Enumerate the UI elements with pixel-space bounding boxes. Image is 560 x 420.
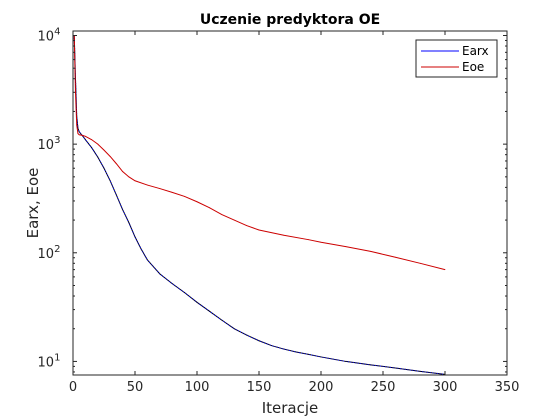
series-point-earx — [159, 273, 161, 275]
series-point-eoe — [77, 133, 79, 135]
series-point-eoe — [134, 180, 136, 182]
series-point-earx — [196, 301, 198, 303]
series-point-eoe — [345, 246, 347, 248]
series-point-eoe — [76, 124, 78, 126]
y-tick-label: 104 — [38, 26, 61, 44]
x-axis-label: Iteracje — [262, 399, 319, 417]
series-point-eoe — [258, 229, 260, 231]
series-point-eoe — [159, 188, 161, 189]
legend: Earx Eoe — [415, 39, 498, 78]
series-point-eoe — [109, 156, 111, 157]
series-point-eoe — [103, 149, 105, 151]
legend-box — [415, 39, 498, 78]
series-point-earx — [140, 248, 142, 250]
chart-title: Uczenie predyktora OE — [200, 12, 380, 28]
series-point-eoe — [75, 91, 76, 93]
legend-label-eoe: Eoe — [462, 60, 484, 74]
series-point-eoe — [419, 262, 421, 264]
series-point-eoe — [283, 234, 285, 236]
series-point-earx — [85, 139, 86, 141]
series-point-earx — [221, 319, 223, 321]
series-point-eoe — [221, 214, 223, 215]
series-point-earx — [97, 156, 99, 158]
series-point-earx — [147, 259, 148, 261]
series-point-eoe — [82, 135, 84, 136]
series-point-eoe — [128, 176, 130, 178]
series-point-eoe — [91, 139, 92, 141]
series-point-earx — [103, 167, 105, 169]
series-point-earx — [283, 348, 285, 350]
series-point-earx — [320, 356, 322, 358]
series-point-earx — [419, 370, 421, 372]
series-point-earx — [116, 194, 117, 196]
series-point-eoe — [78, 134, 80, 136]
series-point-earx — [233, 328, 235, 330]
x-tick-label: 100 — [185, 380, 210, 395]
series-point-eoe — [196, 201, 198, 203]
plot-area — [73, 31, 507, 375]
series-point-earx — [171, 283, 173, 285]
series-point-earx — [258, 340, 260, 342]
x-tick-label: 0 — [69, 380, 77, 395]
series-point-eoe — [147, 184, 148, 186]
series-point-earx — [295, 351, 297, 353]
series-point-eoe — [209, 207, 210, 209]
series-overlay-earx — [73, 35, 446, 375]
series-point-eoe — [184, 196, 186, 197]
series-point-eoe — [320, 241, 322, 243]
series-point-eoe — [122, 171, 123, 172]
series-point-earx — [134, 236, 136, 238]
series-point-earx — [91, 147, 92, 148]
series-point-earx — [184, 292, 186, 293]
series-point-earx — [246, 334, 248, 336]
x-tick-label: 50 — [127, 380, 144, 395]
series-point-earx — [209, 310, 210, 312]
x-tick-label: 250 — [371, 380, 396, 395]
y-tick-label: 101 — [38, 352, 61, 370]
x-tick-label: 150 — [247, 380, 272, 395]
series-point-eoe — [444, 269, 446, 271]
series-point-eoe — [246, 225, 248, 226]
x-tick-label: 350 — [495, 380, 520, 395]
x-tick-label: 300 — [433, 380, 458, 395]
y-tick-label: 102 — [38, 244, 61, 262]
y-axis-label: Earx, Eoe — [24, 168, 42, 239]
series-point-earx — [370, 364, 371, 366]
series-point-eoe — [233, 219, 235, 221]
series-point-earx — [271, 345, 272, 346]
plot-frame — [72, 30, 508, 376]
series-point-earx — [82, 135, 84, 137]
x-tick-label: 200 — [309, 380, 334, 395]
series-layer — [73, 35, 446, 375]
series-point-earx — [128, 222, 130, 223]
series-point-earx — [308, 354, 309, 355]
series-point-earx — [77, 127, 79, 129]
y-tick-label: 103 — [38, 135, 61, 153]
series-point-eoe — [171, 191, 173, 193]
series-point-earx — [78, 131, 80, 133]
series-point-eoe — [97, 143, 99, 145]
legend-label-earx: Earx — [462, 44, 489, 58]
series-point-eoe — [308, 239, 309, 241]
series-point-earx — [109, 180, 111, 182]
series-point-earx — [395, 367, 396, 369]
series-point-eoe — [85, 135, 86, 137]
series-point-eoe — [395, 256, 396, 258]
series-point-eoe — [116, 163, 117, 165]
series-point-earx — [122, 209, 123, 210]
series-point-eoe — [370, 250, 371, 252]
series-point-earx — [345, 361, 347, 362]
x-axis-ticks: 0 50 100 150 200 250 300 350 — [69, 31, 520, 395]
